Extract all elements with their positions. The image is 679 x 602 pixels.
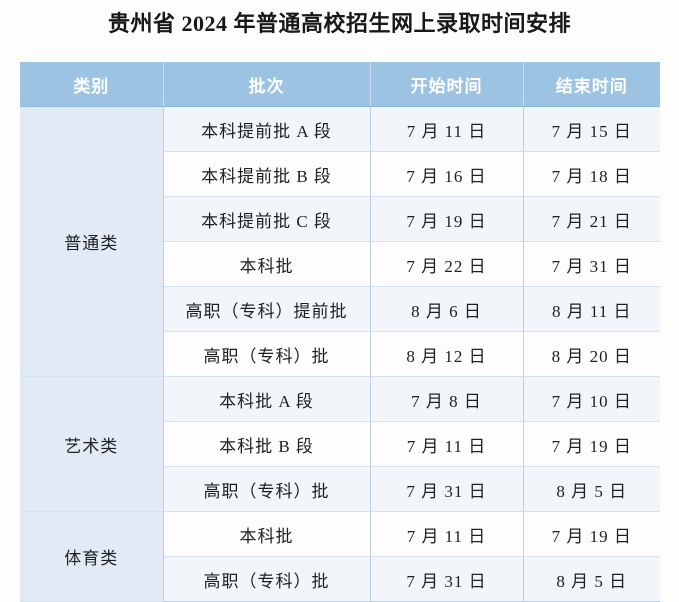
end-time-cell: 7 月 31 日 [523, 241, 660, 287]
end-time-cell: 7 月 15 日 [523, 106, 660, 152]
page-root: 贵州省 2024 年普通高校招生网上录取时间安排 类别 批次 开始时间 结束时间… [20, 11, 660, 602]
start-time-cell: 7 月 11 日 [370, 106, 524, 152]
batch-cell: 高职（专科）批 [163, 556, 371, 602]
column-header-category: 类别 [20, 62, 164, 107]
column-header-end-time: 结束时间 [523, 62, 660, 107]
batch-cell: 本科提前批 C 段 [163, 196, 371, 242]
start-time-cell: 7 月 31 日 [370, 556, 524, 602]
column-header-start-time: 开始时间 [370, 62, 524, 107]
page-title: 贵州省 2024 年普通高校招生网上录取时间安排 [107, 11, 571, 36]
batch-cell: 高职（专科）批 [163, 466, 371, 512]
start-time-cell: 8 月 6 日 [370, 286, 524, 332]
start-time-cell: 7 月 16 日 [370, 151, 524, 197]
category-cell: 艺术类 [20, 376, 164, 512]
batch-cell: 本科提前批 A 段 [163, 106, 371, 152]
start-time-cell: 7 月 11 日 [370, 511, 524, 557]
start-time-cell: 7 月 19 日 [370, 196, 524, 242]
end-time-cell: 7 月 19 日 [523, 421, 660, 467]
batch-cell: 高职（专科）批 [163, 331, 371, 377]
batch-cell: 高职（专科）提前批 [163, 286, 371, 332]
end-time-cell: 7 月 10 日 [523, 376, 660, 422]
start-time-cell: 7 月 8 日 [370, 376, 524, 422]
end-time-cell: 7 月 21 日 [523, 196, 660, 242]
category-cell: 体育类 [20, 511, 164, 602]
start-time-cell: 7 月 22 日 [370, 241, 524, 287]
batch-cell: 本科批 B 段 [163, 421, 371, 467]
table-header-row: 类别 批次 开始时间 结束时间 [20, 62, 660, 107]
column-header-batch: 批次 [163, 62, 371, 107]
end-time-cell: 8 月 5 日 [523, 466, 660, 512]
end-time-cell: 8 月 20 日 [523, 331, 660, 377]
batch-cell: 本科批 [163, 241, 371, 287]
start-time-cell: 7 月 31 日 [370, 466, 524, 512]
end-time-cell: 8 月 11 日 [523, 286, 660, 332]
table-header: 类别 批次 开始时间 结束时间 [20, 62, 660, 107]
start-time-cell: 8 月 12 日 [370, 331, 524, 377]
batch-cell: 本科批 A 段 [163, 376, 371, 422]
batch-cell: 本科批 [163, 511, 371, 557]
end-time-cell: 7 月 18 日 [523, 151, 660, 197]
end-time-cell: 8 月 5 日 [523, 556, 660, 602]
end-time-cell: 7 月 19 日 [523, 511, 660, 557]
start-time-cell: 7 月 11 日 [370, 421, 524, 467]
batch-cell: 本科提前批 B 段 [163, 151, 371, 197]
category-cell: 普通类 [20, 106, 164, 377]
